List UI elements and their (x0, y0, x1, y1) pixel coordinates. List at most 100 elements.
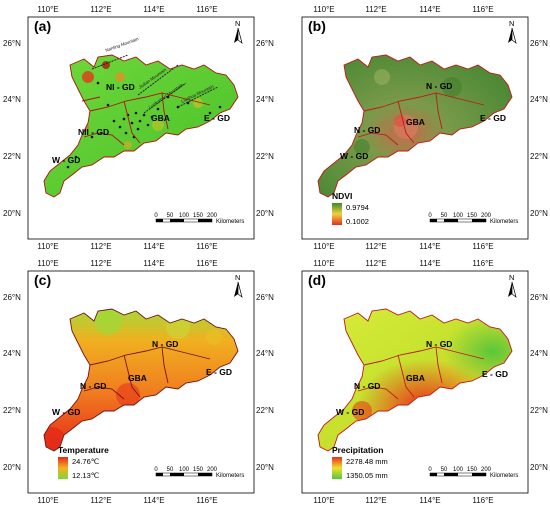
lon-tick: 114°E (419, 5, 440, 14)
lon-tick: 116°E (196, 259, 217, 268)
lon-tick: 114°E (143, 259, 164, 268)
lon-tick: 110°E (313, 496, 334, 505)
lat-tick: 24°N (3, 349, 21, 358)
region-boundaries (317, 308, 513, 452)
lon-tick: 110°E (37, 496, 58, 505)
legend-title: NDVI (332, 191, 352, 201)
scale-tick: 100 (453, 467, 464, 473)
panel-label: (d) (308, 272, 326, 288)
lon-tick: 114°E (143, 242, 164, 251)
lat-tick: 26°N (530, 39, 548, 48)
terrain-texture (354, 69, 462, 155)
lat-tick: 20°N (256, 463, 274, 472)
north-label: N (235, 273, 240, 282)
region-label: NII - GD (78, 127, 109, 137)
scale-tick: 50 (167, 213, 174, 219)
region-label: E - GD (206, 367, 232, 377)
legend-colorbar (58, 457, 68, 479)
lat-tick: 26°N (256, 39, 274, 48)
region-label: GBA (406, 373, 425, 383)
region-boundaries (43, 54, 239, 198)
lon-tick: 112°E (90, 5, 111, 14)
scale-tick: 200 (481, 213, 492, 219)
lon-tick: 116°E (472, 5, 493, 14)
scale-bar: 0 50 100 150 200 Kilometers (154, 467, 244, 479)
region-boundaries (317, 54, 513, 198)
scale-tick: 150 (467, 467, 478, 473)
region-label: E - GD (480, 113, 506, 123)
region-label: W - GD (52, 155, 80, 165)
lat-tick: 24°N (530, 349, 548, 358)
scale-unit: Kilometers (490, 473, 518, 479)
lon-tick: 110°E (37, 242, 58, 251)
legend-max: 24.76℃ (72, 457, 100, 466)
legend-title: Precipitation (332, 445, 383, 455)
lon-tick: 116°E (196, 5, 217, 14)
lon-tick: 112°E (365, 5, 386, 14)
scale-tick: 50 (441, 213, 448, 219)
legend-max: 0.9794 (346, 203, 369, 212)
panel-label: (c) (34, 272, 51, 288)
lon-tick: 112°E (365, 242, 386, 251)
scale-tick: 100 (453, 213, 464, 219)
lat-tick: 22°N (256, 152, 274, 161)
panel-label: (b) (308, 18, 326, 34)
legend-title: Temperature (58, 445, 109, 455)
north-arrow: N (233, 273, 243, 298)
region-label: E - GD (204, 113, 230, 123)
lon-tick: 116°E (196, 242, 217, 251)
lon-tick: 112°E (90, 242, 111, 251)
lon-tick: 110°E (37, 5, 58, 14)
lat-tick: 20°N (256, 209, 274, 218)
scale-tick: 200 (207, 467, 218, 473)
lon-tick: 110°E (313, 259, 334, 268)
panel-b: 110°E 112°E 114°E 116°E 26°N 24°N 22°N 2… (301, 5, 548, 251)
region-label: N - GD (426, 81, 452, 91)
lon-tick: 116°E (196, 496, 217, 505)
region-label: W - GD (340, 151, 368, 161)
region-label: N - GD (354, 381, 380, 391)
lat-tick: 20°N (530, 463, 548, 472)
scale-tick: 100 (179, 467, 190, 473)
scale-bar: 0 50 100 150 200 Kilometers (154, 213, 244, 225)
scale-tick: 150 (467, 213, 478, 219)
region-boundaries (43, 308, 239, 452)
mountain-ranges (91, 54, 219, 114)
lat-tick: 24°N (256, 95, 274, 104)
scale-tick: 0 (428, 213, 432, 219)
scale-unit: Kilometers (216, 473, 244, 479)
scale-tick: 150 (193, 213, 204, 219)
lon-tick: 110°E (37, 259, 58, 268)
north-label: N (509, 19, 514, 28)
scale-tick: 100 (179, 213, 190, 219)
lon-tick: 114°E (143, 496, 164, 505)
scale-tick: 50 (441, 467, 448, 473)
scale-bar: 0 50 100 150 200 Kilometers (428, 213, 518, 225)
region-label: GBA (151, 113, 170, 123)
legend-max: 2278.48 mm (346, 457, 388, 466)
lat-tick: 22°N (256, 406, 274, 415)
lat-tick: 20°N (3, 463, 21, 472)
lon-tick: 116°E (472, 259, 493, 268)
region-label: N - GD (426, 339, 452, 349)
lon-tick: 114°E (419, 242, 440, 251)
region-label: GBA (406, 117, 425, 127)
lat-tick: 26°N (3, 293, 21, 302)
scale-tick: 200 (207, 213, 218, 219)
scale-tick: 150 (193, 467, 204, 473)
panel-label: (a) (34, 18, 51, 34)
region-label: GBA (128, 373, 147, 383)
lat-tick: 26°N (530, 293, 548, 302)
lon-tick: 114°E (419, 496, 440, 505)
region-label: N - GD (80, 381, 106, 391)
scale-unit: Kilometers (216, 219, 244, 225)
region-label: N - GD (152, 339, 178, 349)
legend-min: 0.1002 (346, 217, 369, 226)
lat-tick: 22°N (3, 152, 21, 161)
lon-tick: 116°E (472, 242, 493, 251)
scale-tick: 0 (154, 213, 158, 219)
legend-min: 12.13℃ (72, 471, 100, 480)
lat-tick: 26°N (3, 39, 21, 48)
north-arrow: N (233, 19, 243, 44)
lat-tick: 20°N (530, 209, 548, 218)
